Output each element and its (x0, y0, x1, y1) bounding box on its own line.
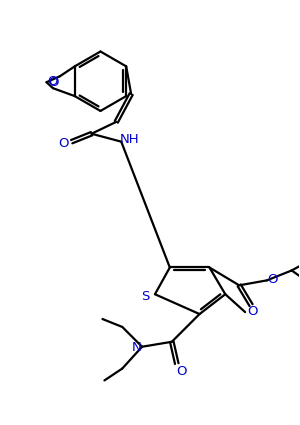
Text: N: N (131, 341, 141, 354)
Text: S: S (141, 290, 149, 303)
Text: O: O (247, 305, 257, 317)
Text: O: O (48, 75, 58, 88)
Text: NH: NH (119, 133, 139, 146)
Text: O: O (268, 273, 278, 286)
Text: O: O (58, 137, 69, 150)
Text: O: O (176, 365, 187, 378)
Text: O: O (49, 76, 59, 89)
